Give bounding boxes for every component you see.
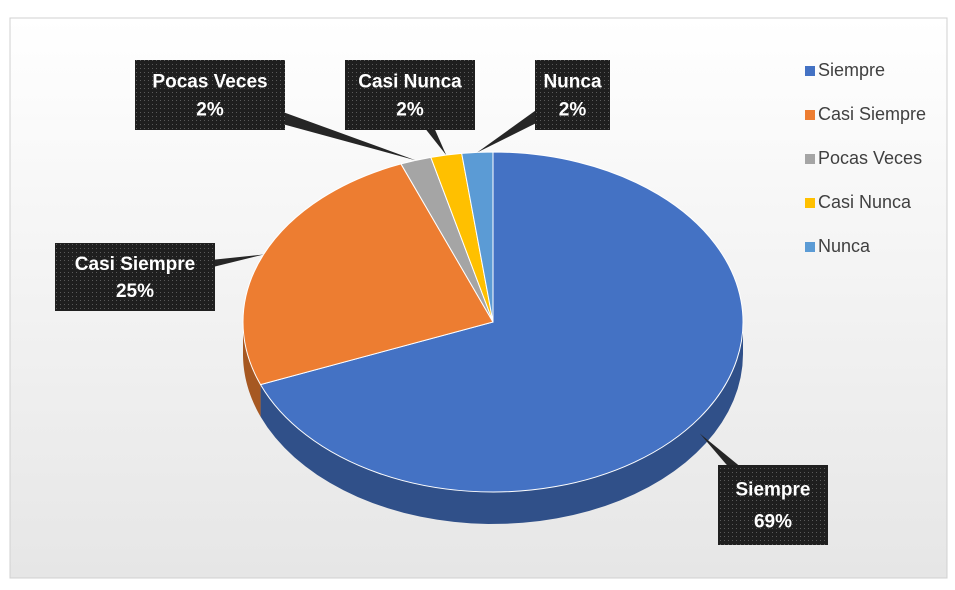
- callout-value: 2%: [396, 99, 424, 120]
- legend-label: Nunca: [818, 236, 871, 256]
- slice-side: [260, 322, 743, 524]
- callout-value: 25%: [116, 281, 154, 302]
- slice: [242, 163, 494, 386]
- legend-swatch: [805, 198, 815, 208]
- legend-label: Casi Nunca: [818, 192, 912, 212]
- legend-label: Pocas Veces: [818, 148, 922, 168]
- legend-label: Siempre: [818, 60, 885, 80]
- callout-category: Nunca: [543, 71, 602, 92]
- legend-swatch: [805, 242, 815, 252]
- slice: [259, 151, 744, 493]
- callout-box: [135, 60, 285, 130]
- callout-value: 2%: [196, 99, 224, 120]
- slice: [461, 151, 494, 323]
- legend-label: Casi Siempre: [818, 104, 926, 124]
- callout-category: Siempre: [736, 480, 811, 501]
- legend-swatch: [805, 154, 815, 164]
- callout-box: [345, 60, 475, 130]
- callout-box: [718, 465, 828, 545]
- callout-category: Casi Siempre: [75, 254, 195, 275]
- callout-box: [55, 243, 215, 311]
- legend-swatch: [805, 66, 815, 76]
- callout-value: 2%: [559, 99, 587, 120]
- callout-value: 69%: [754, 512, 792, 533]
- callout-box: [535, 60, 610, 130]
- slice-side: [243, 322, 261, 417]
- legend-swatch: [805, 110, 815, 120]
- callout-category: Casi Nunca: [358, 71, 462, 92]
- callout-category: Pocas Veces: [152, 71, 267, 92]
